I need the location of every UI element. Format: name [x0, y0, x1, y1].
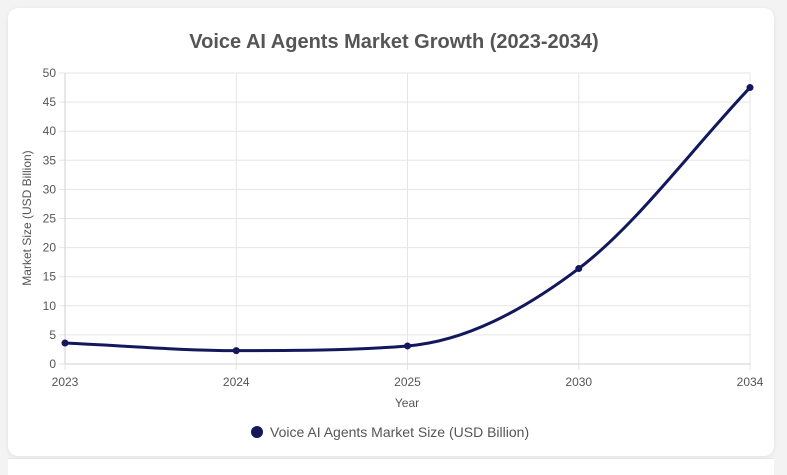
y-tick-label: 45 [43, 95, 57, 109]
data-point [232, 347, 240, 355]
data-point [746, 84, 754, 92]
x-tick-label: 2024 [223, 375, 250, 389]
legend[interactable]: Voice AI Agents Market Size (USD Billion… [251, 424, 529, 440]
x-axis-title: Year [395, 396, 419, 410]
series-group [61, 84, 754, 355]
x-tick-label: 2034 [737, 375, 764, 389]
data-point [404, 342, 411, 350]
y-axis-title: Market Size (USD Billion) [20, 150, 34, 285]
x-tick-label: 2025 [394, 375, 421, 389]
next-card-edge [8, 458, 774, 475]
y-tick-label: 25 [43, 212, 57, 226]
y-tick-label: 30 [43, 182, 57, 196]
data-point [61, 339, 69, 347]
y-tick-label: 50 [43, 66, 57, 80]
x-tick-label: 2023 [52, 375, 79, 389]
grid-lines [59, 72, 751, 370]
y-tick-label: 35 [43, 153, 57, 167]
legend-label: Voice AI Agents Market Size (USD Billion… [270, 424, 529, 440]
x-axis-ticks: 2023 2024 2025 2030 2034 [52, 375, 764, 389]
y-tick-label: 15 [43, 270, 57, 284]
y-tick-label: 40 [43, 124, 57, 138]
data-point [575, 265, 583, 273]
y-axis-ticks: 0 5 10 15 20 25 30 35 40 45 50 [43, 66, 57, 371]
chart-title: Voice AI Agents Market Growth (2023-2034… [189, 31, 598, 53]
y-tick-label: 0 [49, 357, 56, 371]
y-tick-label: 20 [43, 241, 57, 255]
legend-swatch [251, 426, 263, 438]
chart-card [8, 8, 774, 456]
y-tick-label: 10 [43, 299, 57, 313]
x-tick-label: 2030 [565, 375, 592, 389]
y-tick-label: 5 [49, 328, 56, 342]
